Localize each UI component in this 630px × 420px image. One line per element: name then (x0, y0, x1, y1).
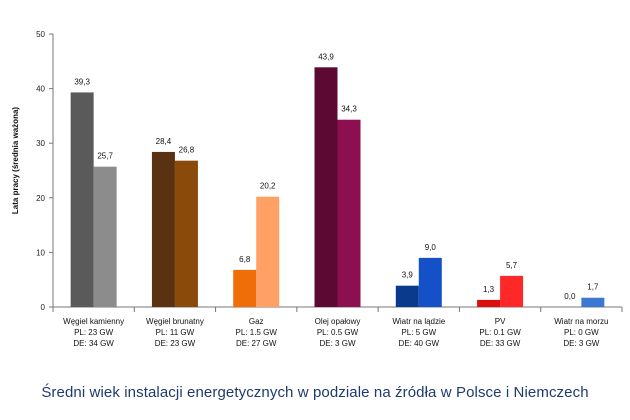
category-label: PL: 0.1 GW (479, 328, 521, 337)
category-label: PL: 11 GW (156, 328, 195, 337)
y-tick-label: 50 (36, 30, 45, 39)
value-label: 43,9 (318, 52, 334, 61)
category-label: Gaz (249, 317, 264, 326)
category-label: Wiatr na lądzie (392, 317, 445, 326)
value-label: 20,2 (260, 182, 276, 191)
labels-layer: 39,3 25,7 Węgiel kamienny PL: 23 GW DE: 34 G… (63, 52, 608, 348)
value-label: 1,3 (483, 285, 495, 294)
bar-de (581, 297, 605, 307)
axis-layer: 0 10 20 30 40 50 Lata pracy (średnia ważona) (11, 30, 623, 312)
category-label: DE: 3 GW (563, 339, 599, 348)
category-label: PL: 23 GW (74, 328, 114, 337)
bar-pl (477, 299, 501, 307)
bar-pl (314, 67, 338, 307)
value-label: 3,9 (402, 271, 414, 280)
category-label: DE: 33 GW (480, 339, 521, 348)
category-label: DE: 23 GW (155, 339, 196, 348)
value-label: 39,3 (74, 77, 90, 86)
bar-de (337, 119, 361, 307)
category-label: DE: 34 GW (73, 339, 114, 348)
value-label: 9,0 (425, 243, 437, 252)
bar-de (174, 160, 198, 307)
category-label: PL: 0.5 GW (317, 328, 359, 337)
bar-pl (151, 151, 175, 307)
category-label: PV (495, 317, 506, 326)
bar-pl (70, 92, 94, 307)
y-tick-label: 30 (36, 139, 45, 148)
bar-de (93, 166, 117, 307)
bars-layer (70, 67, 605, 307)
value-label: 34,3 (341, 105, 357, 114)
bar-chart: 0 10 20 30 40 50 Lata pracy (średnia ważona) 3… (11, 30, 623, 348)
category-label: Olej opałowy (315, 317, 361, 326)
bar-de (256, 196, 280, 307)
bar-pl (233, 269, 257, 307)
category-label: PL: 1.5 GW (236, 328, 278, 337)
bar-de (418, 257, 442, 307)
category-label: PL: 0 GW (564, 328, 599, 337)
value-label: 0,0 (564, 292, 576, 301)
bar-de (500, 275, 524, 307)
y-axis-label: Lata pracy (średnia ważona) (11, 107, 20, 214)
category-label: DE: 27 GW (236, 339, 277, 348)
category-label: DE: 3 GW (319, 339, 355, 348)
y-tick-label: 0 (41, 303, 46, 312)
value-label: 25,7 (97, 152, 113, 161)
y-tick-label: 20 (36, 194, 45, 203)
category-label: Wiatr na morzu (554, 317, 608, 326)
value-label: 28,4 (156, 137, 172, 146)
category-label: Węgiel kamienny (63, 317, 124, 326)
y-tick-label: 10 (36, 248, 45, 257)
y-tick-label: 40 (36, 85, 45, 94)
category-label: Węgiel brunatny (146, 317, 204, 326)
value-label: 1,7 (587, 283, 599, 292)
bar-pl (395, 285, 419, 307)
chart-title: Średni wiek instalacji energetycznych w … (41, 384, 589, 401)
value-label: 5,7 (506, 261, 518, 270)
value-label: 26,8 (179, 146, 195, 155)
value-label: 6,8 (239, 255, 251, 264)
category-label: PL: 5 GW (401, 328, 436, 337)
category-label: DE: 40 GW (399, 339, 440, 348)
